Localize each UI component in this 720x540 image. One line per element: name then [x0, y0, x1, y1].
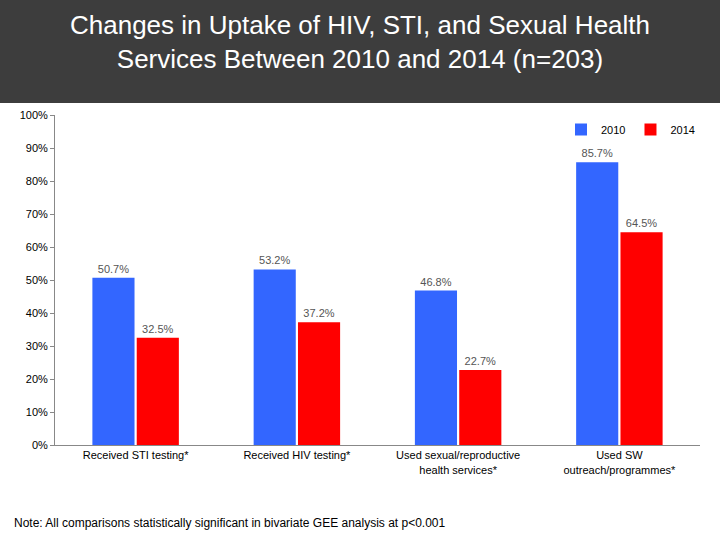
svg-text:Note: All comparisons statisti: Note: All comparisons statistically sign…: [14, 516, 446, 530]
svg-text:Received HIV testing*: Received HIV testing*: [243, 449, 351, 461]
svg-text:50%: 50%: [26, 274, 48, 286]
svg-text:2010: 2010: [601, 124, 625, 136]
svg-text:10%: 10%: [26, 406, 48, 418]
svg-text:Used SWoutreach/programmes*: Used SWoutreach/programmes*: [563, 449, 676, 475]
svg-text:37.2%: 37.2%: [303, 307, 334, 319]
svg-text:85.7%: 85.7%: [582, 147, 613, 159]
svg-text:90%: 90%: [26, 142, 48, 154]
svg-text:80%: 80%: [26, 175, 48, 187]
svg-text:70%: 70%: [26, 208, 48, 220]
svg-text:Received STI testing*: Received STI testing*: [83, 449, 189, 461]
svg-text:64.5%: 64.5%: [626, 217, 657, 229]
svg-text:22.7%: 22.7%: [465, 355, 496, 367]
svg-text:100%: 100%: [20, 109, 48, 121]
svg-text:60%: 60%: [26, 241, 48, 253]
svg-text:53.2%: 53.2%: [259, 254, 290, 266]
svg-text:32.5%: 32.5%: [142, 323, 173, 335]
svg-text:Changes in Uptake of HIV, STI,: Changes in Uptake of HIV, STI, and Sexua…: [70, 10, 650, 74]
svg-text:30%: 30%: [26, 340, 48, 352]
svg-text:50.7%: 50.7%: [98, 263, 129, 275]
svg-text:0%: 0%: [32, 439, 48, 451]
svg-text:20%: 20%: [26, 373, 48, 385]
svg-text:Used sexual/reproductivehealth: Used sexual/reproductivehealth services*: [396, 449, 520, 475]
svg-text:2014: 2014: [670, 124, 694, 136]
svg-text:46.8%: 46.8%: [420, 276, 451, 288]
svg-text:40%: 40%: [26, 307, 48, 319]
